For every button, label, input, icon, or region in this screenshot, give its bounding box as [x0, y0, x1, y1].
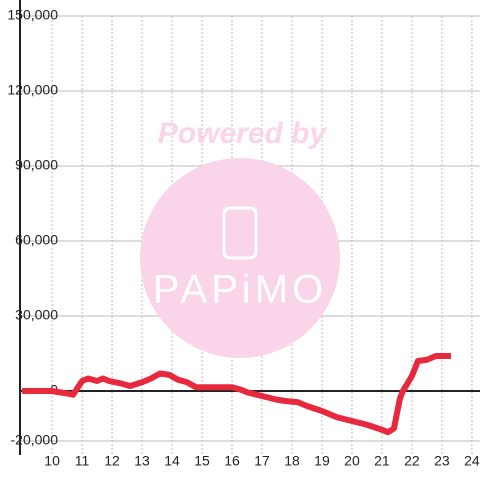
- y-tick-label: 90,000: [15, 157, 58, 173]
- watermark-phone: [222, 206, 258, 260]
- x-tick-label: 15: [194, 453, 210, 469]
- x-tick-label: 20: [344, 453, 360, 469]
- x-tick-label: 17: [254, 453, 270, 469]
- x-tick-label: 22: [404, 453, 420, 469]
- y-tick-label: 60,000: [15, 232, 58, 248]
- x-tick-label: 10: [44, 453, 60, 469]
- y-tick-label: 150,000: [7, 7, 58, 23]
- x-tick-label: 18: [284, 453, 300, 469]
- watermark-text: Powered by: [158, 117, 328, 150]
- x-tick-label: 11: [75, 453, 90, 469]
- x-tick-label: 16: [224, 453, 240, 469]
- data-line: [22, 353, 451, 436]
- watermark-logo: PAPiMO: [153, 268, 327, 312]
- x-tick-label: 23: [434, 453, 450, 469]
- x-tick-label: 14: [164, 453, 180, 469]
- y-tick-label: 120,000: [7, 82, 58, 98]
- x-tick-label: 12: [104, 453, 120, 469]
- x-tick-label: 13: [134, 453, 150, 469]
- y-tick-label: 30,000: [15, 307, 58, 323]
- x-tick-label: 21: [374, 453, 390, 469]
- y-tick-label: -20,000: [11, 432, 59, 448]
- watermark: Powered by PAPiMO: [140, 117, 340, 358]
- x-tick-label: 24: [464, 453, 480, 469]
- x-tick-label: 19: [314, 453, 330, 469]
